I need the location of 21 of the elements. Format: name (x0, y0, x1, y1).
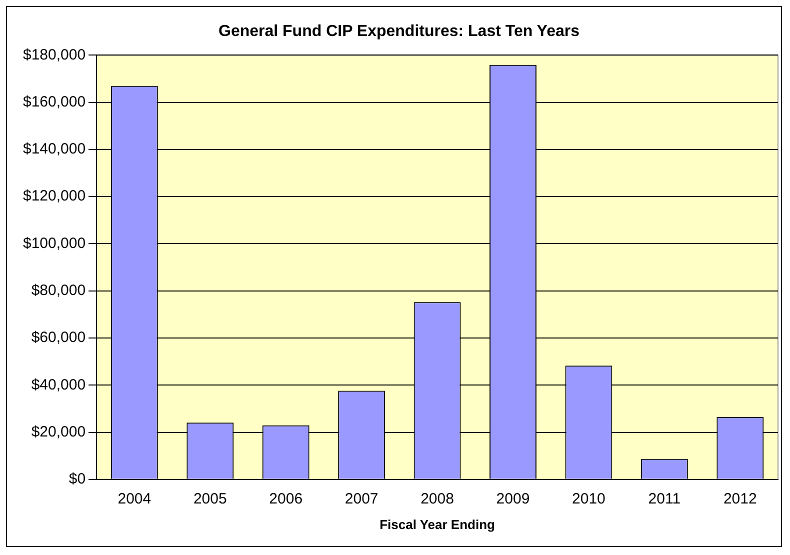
chart-title: General Fund CIP Expenditures: Last Ten Years (218, 23, 580, 40)
y-tick-label: $120,000 (22, 188, 86, 205)
x-tick-label: 2011 (648, 490, 681, 508)
x-tick-label: 2005 (193, 490, 227, 508)
y-tick-label: $80,000 (31, 282, 86, 300)
x-tick-label: 2010 (572, 490, 606, 508)
y-tick-label: $40,000 (31, 376, 86, 394)
y-tick-label: $140,000 (22, 140, 86, 158)
y-tick-label: $100,000 (22, 234, 86, 252)
x-tick-label: 2012 (723, 490, 757, 508)
y-tick-label: $20,000 (31, 423, 86, 440)
x-tick-label: 2007 (344, 490, 378, 508)
x-axis-title: Fiscal Year Ending (380, 516, 496, 532)
y-tick-label: $160,000 (22, 93, 86, 110)
x-tick-label: 2009 (496, 490, 530, 508)
y-tick-label: $60,000 (31, 329, 86, 346)
y-tick-label: $0 (68, 470, 86, 488)
x-tick-label: 2006 (269, 490, 303, 508)
x-tick-label: 2008 (420, 490, 454, 508)
y-tick-label: $180,000 (22, 46, 86, 64)
x-tick-label: 2004 (118, 490, 152, 508)
